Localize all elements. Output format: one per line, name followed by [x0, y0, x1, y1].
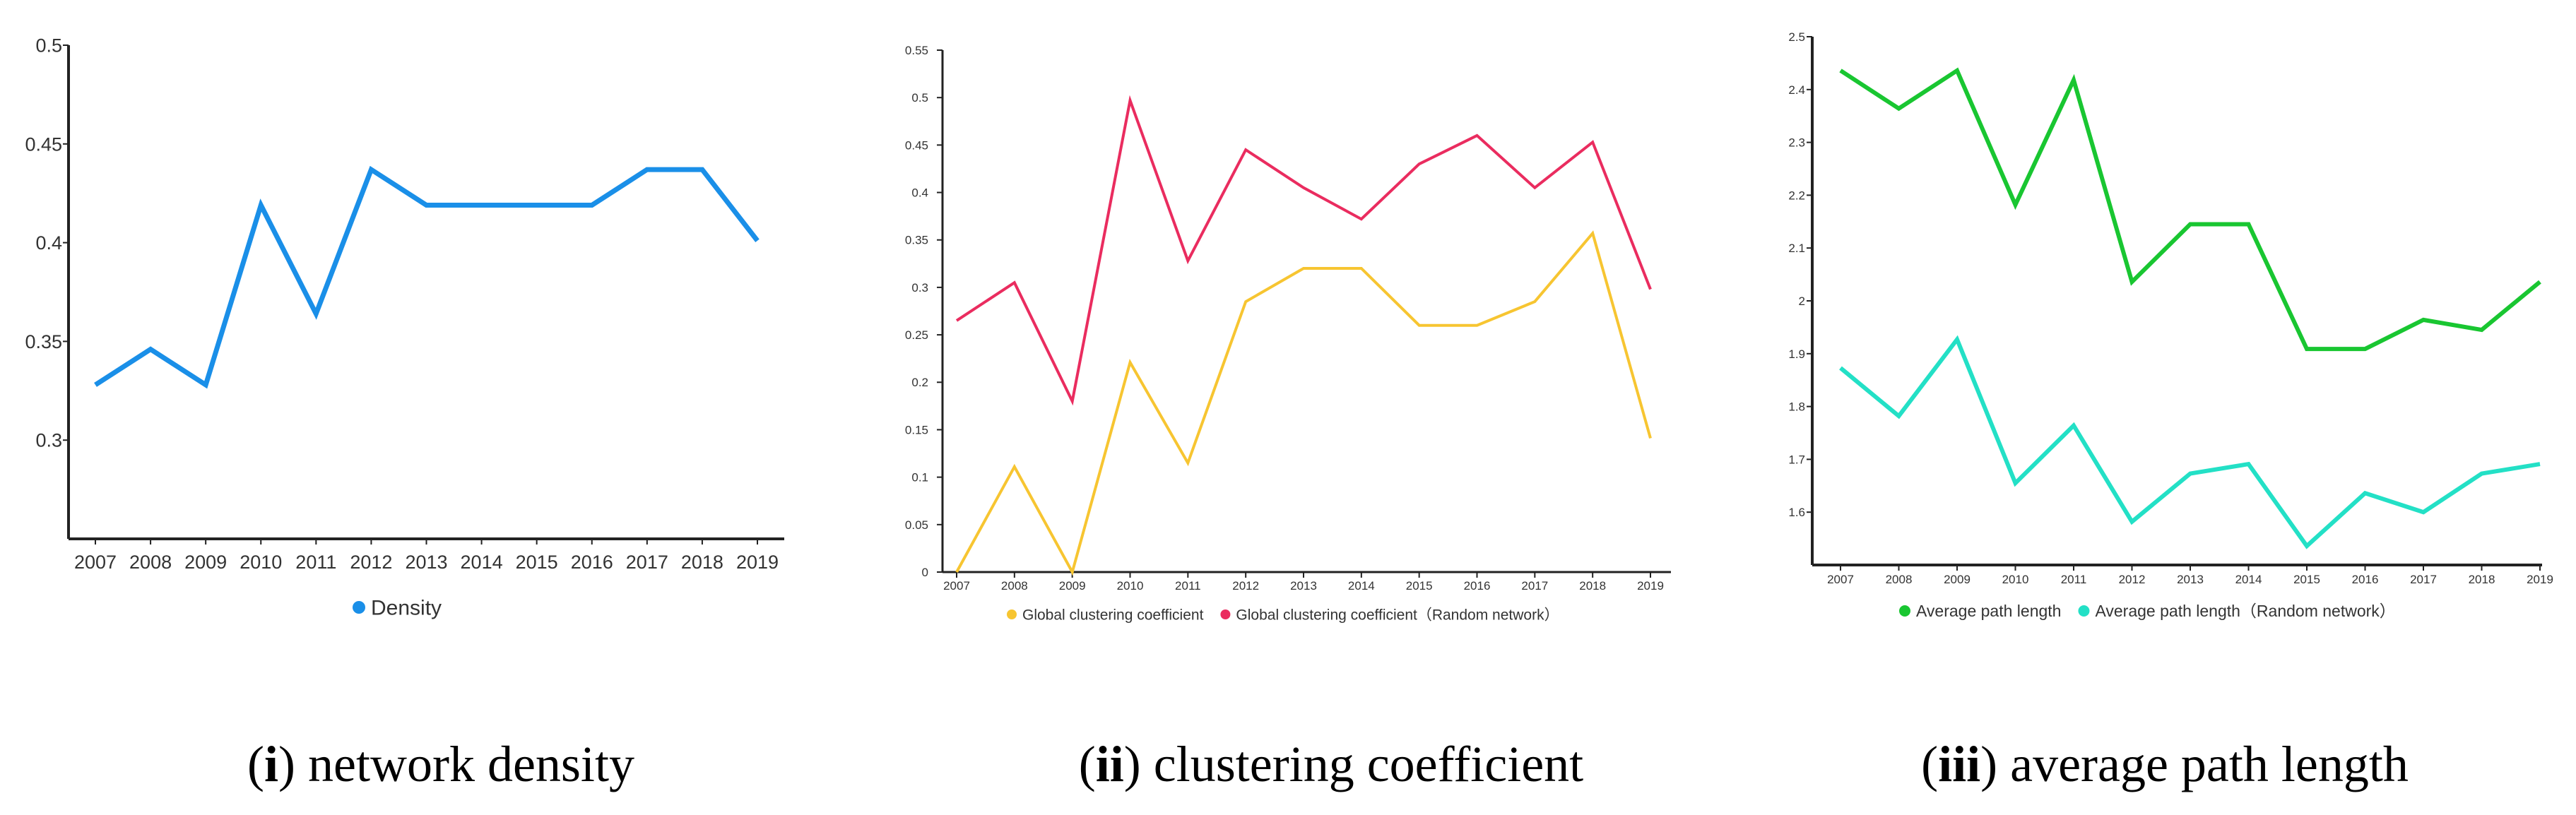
y-tick-label: 0: [922, 566, 928, 579]
y-tick-label: 0.4: [911, 186, 928, 199]
x-tick-label: 2017: [626, 552, 668, 573]
y-tick-label: 2.2: [1788, 189, 1805, 202]
y-tick-label: 0.25: [905, 328, 928, 342]
x-tick-label: 2015: [516, 552, 558, 573]
chart-3: 2.5 2.4 2.3 2.2 2.1 2 1.9 1.8 1.7 1.6 2007 2008 2009…: [1788, 30, 2553, 792]
y-tick-label: 0.1: [911, 471, 928, 484]
x-tick-label: 2014: [2235, 573, 2262, 586]
x-tick-label: 2018: [2469, 573, 2495, 586]
x-tick-label: 2019: [2527, 573, 2553, 586]
y-tick-label: 0.05: [905, 518, 928, 532]
series-line-2: [955, 95, 1652, 406]
x-tick-label: 2012: [1232, 579, 1259, 593]
y-tick-label: 0.35: [905, 234, 928, 247]
y-tick-label: 1.8: [1788, 400, 1805, 414]
legend-label: Density: [371, 597, 442, 620]
y-tick-label: 0.4: [35, 232, 62, 254]
y-tick-label: 0.15: [905, 423, 928, 436]
x-tick-label: 2016: [2352, 573, 2379, 586]
x-tick-label: 2018: [1579, 579, 1606, 593]
x-tick-label: 2012: [350, 552, 392, 573]
x-tick-label: 2014: [1348, 579, 1375, 593]
chart-1: 0.5 0.45 0.4 0.35 0.3 2007 2008 2009 2010 2011 201…: [25, 35, 784, 792]
x-tick-label: 2008: [129, 552, 172, 573]
x-tick-label: 2008: [1001, 579, 1028, 593]
series-line-2: [1839, 335, 2541, 549]
chart-2: 0.55 0.5 0.45 0.4 0.35 0.3 0.25 0.2 0.15 0.1 0.05 0…: [905, 44, 1671, 792]
x-tick-label: 2014: [461, 552, 503, 573]
x-tick-label: 2013: [2177, 573, 2204, 586]
y-tick-label: 1.7: [1788, 453, 1805, 466]
legend-label: Global clustering coefficient: [1022, 607, 1204, 623]
y-tick-label: 1.9: [1788, 347, 1805, 361]
x-tick-label: 2017: [1521, 579, 1548, 593]
legend-marker: [1220, 609, 1231, 619]
x-tick-label: 2019: [736, 552, 779, 573]
y-tick-label: 0.35: [25, 331, 62, 352]
x-tick-label: 2010: [240, 552, 282, 573]
y-tick-label: 1.6: [1788, 506, 1805, 519]
series-line-1: [1839, 67, 2541, 352]
x-tick-label: 2009: [1944, 573, 1971, 586]
y-tick-label: 0.2: [911, 376, 928, 389]
y-tick-label: 2.4: [1788, 83, 1805, 97]
x-tick-label: 2010: [1117, 579, 1144, 593]
x-tick-label: 2010: [2002, 573, 2029, 586]
x-tick-label: 2007: [74, 552, 117, 573]
y-tick-label: 0.45: [905, 138, 928, 152]
x-tick-label: 2017: [2410, 573, 2437, 586]
x-tick-label: 2012: [2119, 573, 2146, 586]
x-tick-label: 2011: [295, 552, 336, 573]
y-tick-label: 0.3: [911, 281, 928, 295]
legend-marker: [1899, 605, 1910, 617]
x-tick-label: 2015: [1406, 579, 1433, 593]
x-tick-label: 2008: [1886, 573, 1913, 586]
legend-marker: [1007, 609, 1017, 619]
y-tick-label: 2.5: [1788, 30, 1805, 44]
x-tick-label: 2013: [1290, 579, 1317, 593]
x-tick-label: 2013: [405, 552, 447, 573]
x-tick-label: 2011: [2061, 573, 2087, 586]
x-tick-label: 2015: [2293, 573, 2320, 586]
series-line-1: [94, 165, 760, 389]
x-tick-label: 2007: [1827, 573, 1854, 586]
figure-caption: (iii) average path length: [1921, 736, 2409, 792]
x-tick-label: 2019: [1637, 579, 1664, 593]
x-tick-label: 2009: [1059, 579, 1086, 593]
x-tick-label: 2007: [943, 579, 970, 593]
legend-label: Global clustering coefficient（Random net…: [1236, 607, 1559, 623]
x-tick-label: 2016: [1464, 579, 1491, 593]
figure-caption: (ii) clustering coefficient: [1079, 736, 1583, 792]
figure-caption: (i) network density: [247, 736, 634, 792]
y-tick-label: 0.45: [25, 133, 62, 155]
y-tick-label: 2: [1799, 295, 1805, 308]
x-tick-label: 2018: [681, 552, 723, 573]
y-tick-label: 0.3: [35, 430, 62, 451]
y-tick-label: 0.5: [35, 35, 62, 56]
y-tick-label: 2.3: [1788, 136, 1805, 150]
y-tick-label: 0.55: [905, 44, 928, 57]
legend-label: Average path length（Random network）: [2095, 602, 2395, 620]
x-tick-label: 2011: [1175, 579, 1201, 593]
legend-label: Average path length: [1916, 602, 2061, 620]
series-line-1: [955, 230, 1652, 576]
x-tick-label: 2016: [571, 552, 613, 573]
y-tick-label: 0.5: [911, 91, 928, 105]
legend-marker: [353, 601, 365, 614]
legend-marker: [2078, 605, 2090, 617]
y-tick-label: 2.1: [1788, 242, 1805, 255]
x-tick-label: 2009: [184, 552, 227, 573]
